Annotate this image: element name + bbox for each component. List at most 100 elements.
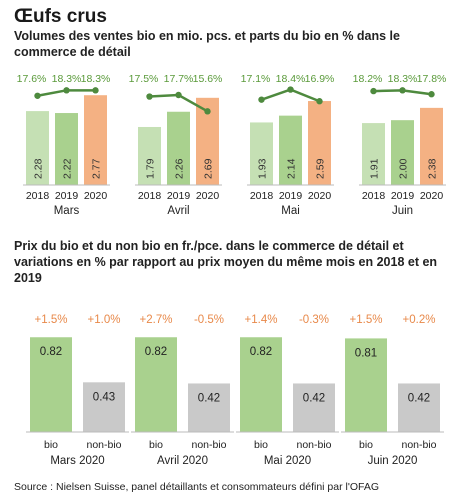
category-tick-label: non-bio (86, 439, 121, 451)
price-change-label: +1.5% (350, 314, 383, 326)
chart1-title: Volumes des ventes bio en mio. pcs. et p… (14, 29, 400, 59)
year-tick-label: 2020 (420, 190, 444, 202)
volume-bar-mars-2019 (55, 113, 78, 185)
source-note: Source : Nielsen Suisse, panel détaillan… (14, 481, 380, 493)
share-point (204, 108, 211, 115)
volume-bar-juin-2019 (391, 120, 414, 185)
category-tick-label: bio (44, 439, 58, 451)
price-change-label: +1.4% (245, 314, 278, 326)
category-tick-label: bio (359, 439, 373, 451)
category-tick-label: non-bio (401, 439, 436, 451)
volume-value-label: 2.28 (33, 158, 45, 179)
volume-value-label: 2.77 (91, 158, 103, 179)
price-change-label: +1.5% (35, 314, 68, 326)
share-point (146, 93, 153, 100)
share-label: 18.3% (52, 73, 82, 85)
year-tick-label: 2019 (391, 190, 415, 202)
share-point (428, 91, 435, 98)
volume-bar-avril-2020 (196, 97, 219, 185)
year-tick-label: 2018 (138, 190, 162, 202)
volume-value-label: 2.38 (427, 158, 439, 179)
year-tick-label: 2018 (26, 190, 50, 202)
price-change-label: +1.0% (88, 314, 121, 326)
share-label: 18.2% (353, 73, 383, 85)
share-point (399, 87, 406, 94)
volume-bar-mars-2020 (84, 95, 107, 185)
year-tick-label: 2019 (167, 190, 191, 202)
price-change-label: +2.7% (140, 314, 173, 326)
share-label: 17.6% (17, 73, 47, 85)
category-tick-label: bio (149, 439, 163, 451)
volume-value-label: 1.91 (369, 158, 381, 179)
volume-bar-mai-2019 (279, 115, 302, 185)
month-label-avril: Avril (167, 205, 189, 217)
period-label: Mars 2020 (50, 455, 104, 467)
price-bar-non-bio-4 (398, 383, 440, 432)
volume-bar-mai-2020 (308, 101, 331, 185)
year-tick-label: 2019 (279, 190, 303, 202)
price-bar-non-bio-3 (293, 383, 335, 432)
price-bar-bio-3 (240, 337, 282, 432)
share-label: 18.3% (81, 73, 111, 85)
share-point (287, 86, 294, 93)
period-label: Mai 2020 (264, 455, 311, 467)
year-tick-label: 2019 (55, 190, 79, 202)
volume-value-label: 2.69 (203, 158, 215, 179)
price-value-label: 0.42 (408, 392, 430, 404)
share-point (34, 92, 41, 99)
share-point (175, 91, 182, 99)
month-label-juin: Juin (392, 205, 413, 217)
chart2-title: Prix du bio et du non bio en fr./pce. da… (14, 239, 438, 285)
share-label: 18.4% (276, 73, 306, 85)
price-bar-non-bio-2 (188, 383, 230, 432)
page-title: Œufs crus (14, 6, 107, 27)
price-value-label: 0.82 (145, 346, 167, 358)
share-label: 16.9% (305, 73, 335, 85)
share-label: 17.1% (241, 73, 271, 85)
share-point (92, 87, 99, 94)
price-change-label: -0.3% (299, 314, 329, 326)
volume-value-label: 2.59 (315, 158, 327, 179)
month-label-mai: Mai (281, 205, 300, 217)
volume-value-label: 1.93 (257, 158, 269, 179)
volume-bar-juin-2020 (420, 107, 443, 185)
category-tick-label: non-bio (191, 439, 226, 451)
price-change-label: -0.5% (194, 314, 224, 326)
volume-bar-avril-2019 (167, 111, 190, 185)
year-tick-label: 2020 (84, 190, 108, 202)
category-tick-label: bio (254, 439, 268, 451)
share-point (316, 98, 323, 105)
volume-value-label: 1.79 (145, 158, 157, 179)
year-tick-label: 2020 (196, 190, 220, 202)
share-label: 17.5% (129, 73, 159, 85)
category-tick-label: non-bio (296, 439, 331, 451)
volume-value-label: 2.14 (286, 158, 298, 179)
share-label: 18.3% (388, 73, 418, 85)
price-bar-bio-2 (135, 337, 177, 432)
year-tick-label: 2018 (250, 190, 274, 202)
volume-bar-juin-2018 (362, 123, 385, 185)
share-point (63, 87, 70, 94)
period-label: Avril 2020 (157, 455, 208, 467)
share-point (258, 96, 265, 103)
volume-value-label: 2.22 (62, 158, 74, 179)
year-tick-label: 2018 (362, 190, 386, 202)
price-bar-non-bio-1 (83, 382, 125, 432)
share-label: 17.7% (164, 73, 194, 85)
volume-bar-mars-2018 (26, 111, 49, 185)
year-tick-label: 2020 (308, 190, 332, 202)
volume-value-label: 2.00 (398, 158, 410, 179)
volume-value-label: 2.26 (174, 158, 186, 179)
volume-bar-avril-2018 (138, 126, 161, 185)
share-label: 17.8% (417, 73, 447, 85)
price-value-label: 0.82 (40, 346, 62, 358)
price-value-label: 0.43 (93, 391, 115, 403)
share-point (370, 87, 377, 95)
period-label: Juin 2020 (368, 455, 418, 467)
price-value-label: 0.42 (303, 392, 325, 404)
price-bar-bio-1 (30, 337, 72, 432)
price-value-label: 0.82 (250, 346, 272, 358)
price-change-label: +0.2% (403, 314, 436, 326)
price-value-label: 0.81 (355, 347, 377, 359)
